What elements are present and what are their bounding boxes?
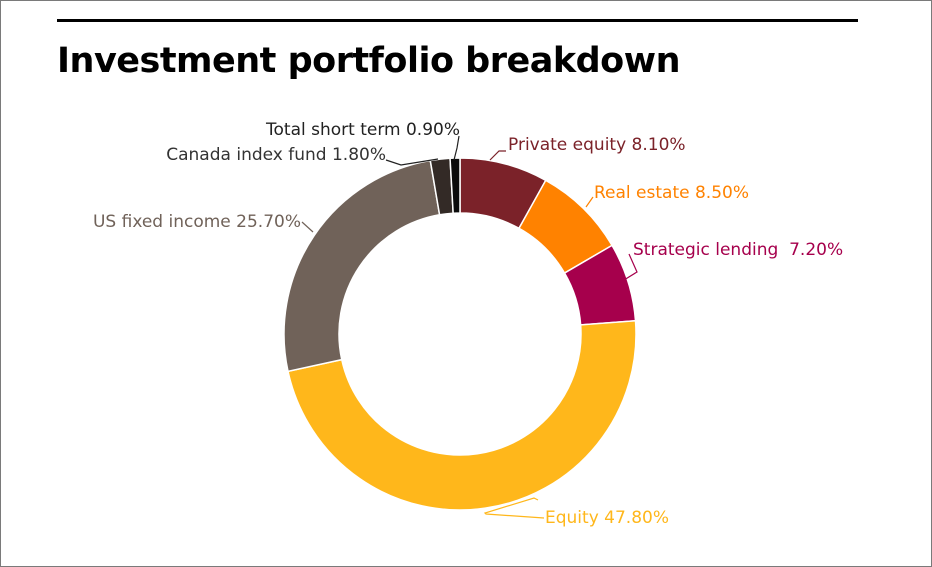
label-strategic-lending: Strategic lending 7.20% (633, 240, 843, 260)
leader-line-equity (483, 497, 545, 519)
label-us-fixed-income: US fixed income 25.70% (93, 212, 301, 232)
slice-us-fixed-income (283, 159, 441, 373)
label-canada-index-fund: Canada index fund 1.80% (166, 145, 386, 165)
label-real-estate: Real estate 8.50% (594, 183, 749, 203)
leader-line-real-estate (585, 196, 594, 208)
chart-title: Investment portfolio breakdown (57, 41, 680, 81)
label-private-equity: Private equity 8.10% (508, 135, 686, 155)
leader-line-us-fixed-income (301, 221, 314, 233)
leader-line-total-short-term (453, 135, 460, 161)
top-rule (57, 19, 858, 22)
label-equity: Equity 47.80% (545, 508, 669, 528)
slice-equity (287, 319, 637, 511)
leader-line-strategic-lending (623, 253, 638, 281)
leader-line-canada-index-fund (385, 158, 439, 166)
label-total-short-term: Total short term 0.90% (265, 120, 460, 140)
slice-total-short-term (449, 157, 461, 214)
leader-line-private-equity (489, 150, 506, 161)
